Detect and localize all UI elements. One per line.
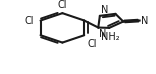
Text: N: N	[101, 5, 108, 15]
Text: N: N	[99, 29, 106, 39]
Text: Cl: Cl	[58, 1, 67, 11]
Text: Cl: Cl	[25, 16, 34, 26]
Text: N: N	[141, 16, 149, 26]
Text: NH₂: NH₂	[101, 32, 120, 42]
Text: Cl: Cl	[87, 39, 97, 49]
